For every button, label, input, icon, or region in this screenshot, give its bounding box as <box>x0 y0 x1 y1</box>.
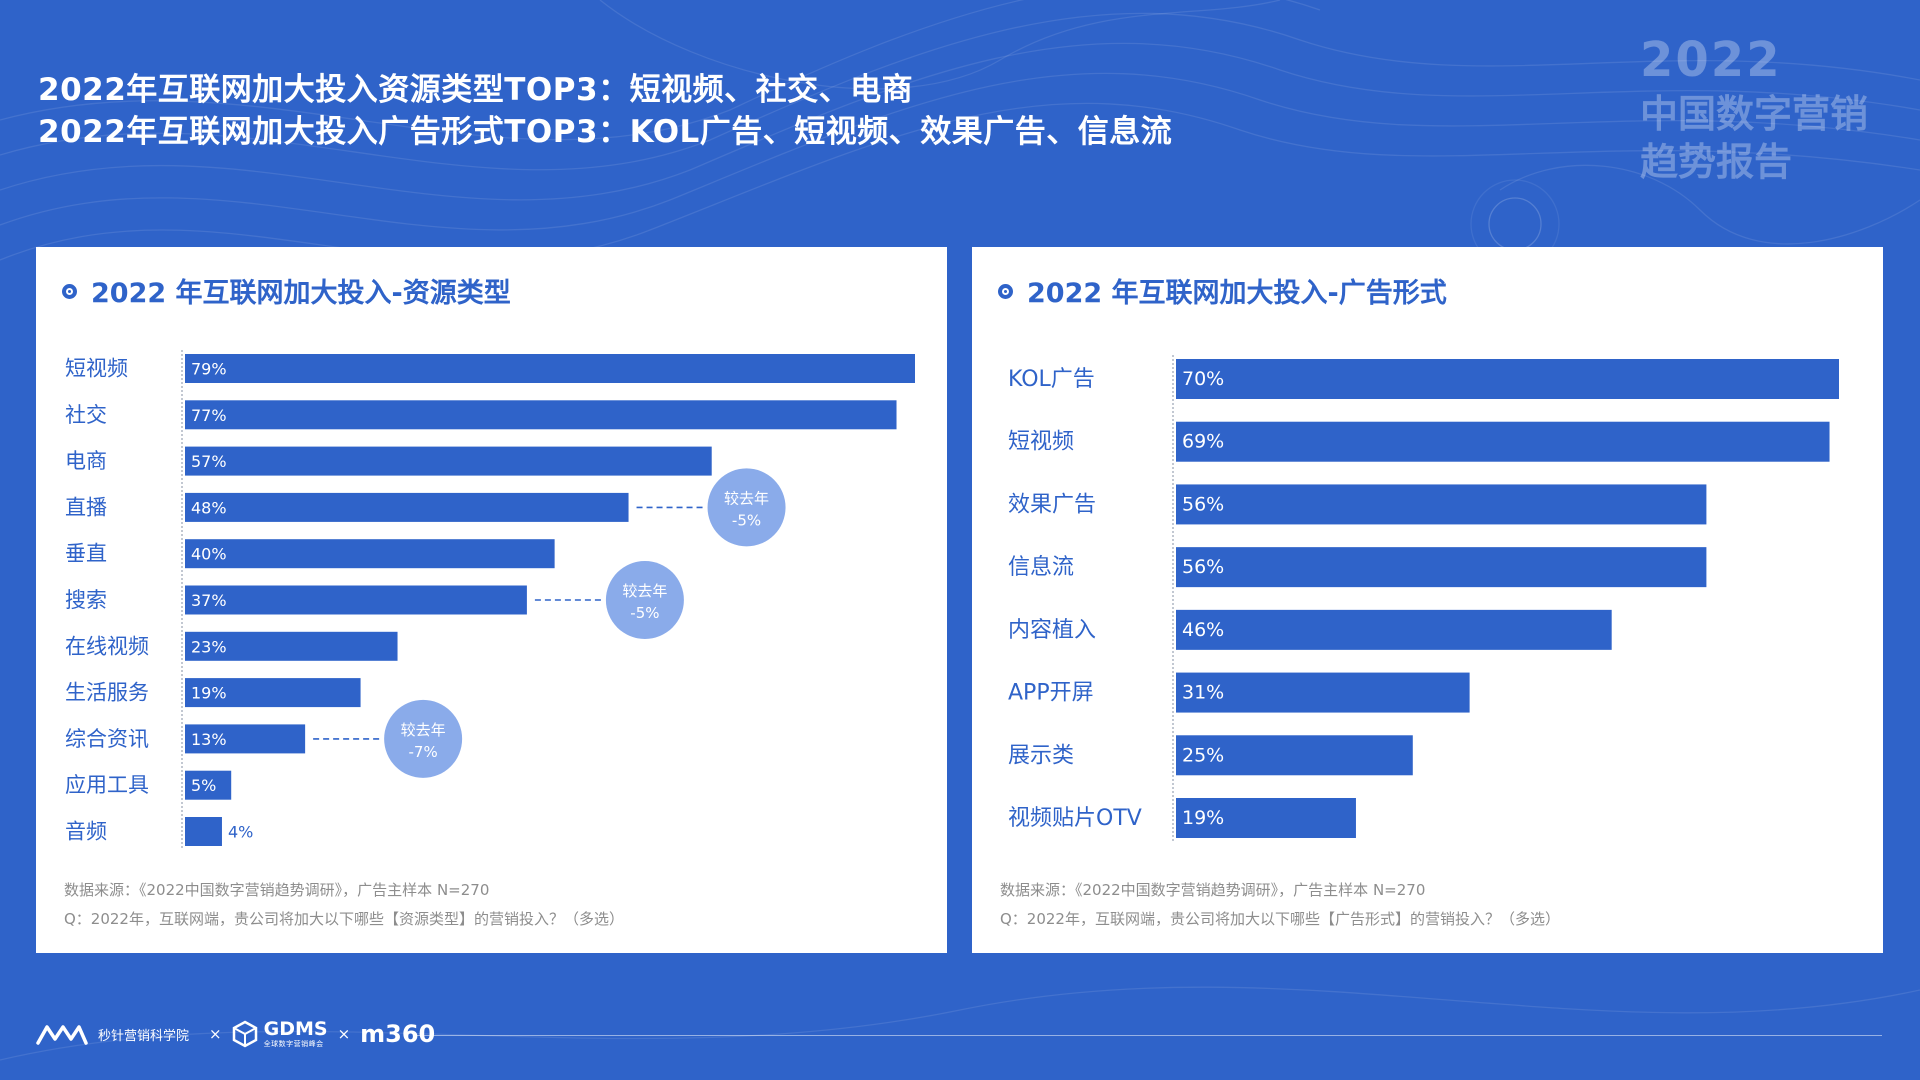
resource-type-value-label: 40% <box>191 545 227 564</box>
ad-format-question-note: Q：2022年，互联网端，贵公司将加大以下哪些【广告形式】的营销投入？（多选） <box>1000 910 1560 928</box>
resource-type-category-label: 垂直 <box>65 542 107 566</box>
resource-type-bar <box>185 724 306 754</box>
footer-separator-1: × <box>209 1025 222 1043</box>
resource-type-value-label: 48% <box>191 498 227 517</box>
ad-format-value-label: 25% <box>1182 744 1224 766</box>
resource-type-question-note: Q：2022年，互联网端，贵公司将加大以下哪些【资源类型】的营销投入？（多选） <box>64 910 624 928</box>
resource-type-bar <box>185 400 897 430</box>
ad-format-category-label: 视频贴片OTV <box>1008 806 1142 831</box>
resource-type-category-label: 电商 <box>65 449 107 473</box>
resource-type-value-label: 19% <box>191 684 227 703</box>
footer-org-2: GDMS <box>263 1017 328 1040</box>
resource-type-category-label: 社交 <box>65 403 107 427</box>
resource-type-annotation-value: -5% <box>732 511 761 529</box>
ad-format-bar-chart: KOL广告 70% 短视频 69% 效果广告 56% 信息流 56% 内容植入 46% APP开屏 3… <box>1008 355 1839 842</box>
resource-type-annotation-value: -7% <box>409 743 438 761</box>
resource-type-annotation-bubble <box>384 699 463 778</box>
report-brand-logo: 2022 中国数字营销 趋势报告 <box>1640 30 1868 186</box>
resource-type-value-label: 4% <box>228 823 253 842</box>
gdms-cube-logo-icon <box>232 1020 257 1048</box>
resource-type-category-label: 搜索 <box>65 588 107 612</box>
ad-format-value-label: 31% <box>1182 682 1224 704</box>
ad-format-source-note: 数据来源：《2022中国数字营销趋势调研》，广告主样本 N=270 <box>1000 881 1426 899</box>
ad-format-bar <box>1176 609 1612 650</box>
ad-format-category-label: APP开屏 <box>1008 681 1094 706</box>
resource-type-bar <box>185 492 629 522</box>
resource-type-bar-chart: 短视频 79% 社交 77% 电商 57% 直播 48% 垂直 40% 搜索 37% 在线视频 23% 生活… <box>65 350 915 850</box>
headline-line-1: 2022年互联网加大投入资源类型TOP3：短视频、社交、电商 <box>38 72 914 108</box>
ad-format-category-label: 效果广告 <box>1008 492 1096 517</box>
brand-line-1: 中国数字营销 <box>1640 92 1869 136</box>
resource-type-category-label: 音频 <box>65 820 107 844</box>
resource-type-annotation-value: -5% <box>630 604 659 622</box>
brand-year: 2022 <box>1640 32 1782 88</box>
resource-type-bar <box>185 678 361 708</box>
resource-type-bar <box>185 446 712 476</box>
ad-format-value-label: 70% <box>1182 368 1224 390</box>
resource-type-bar <box>185 585 527 615</box>
ad-format-chart-title: 2022 年互联网加大投入-广告形式 <box>1027 278 1447 309</box>
ad-format-value-label: 56% <box>1182 493 1224 515</box>
resource-type-bar <box>185 539 555 569</box>
footer-org-2-block: GDMS 全球数字营销峰会 <box>263 1017 328 1049</box>
resource-type-value-label: 77% <box>191 406 227 425</box>
ad-format-category-label: 展示类 <box>1008 743 1074 768</box>
resource-type-bar <box>185 354 915 383</box>
ad-format-bar <box>1176 735 1413 776</box>
resource-type-category-label: 直播 <box>65 495 107 519</box>
ad-format-bar <box>1176 547 1707 588</box>
footer-org-1: 秒针营销科学院 <box>98 1028 190 1044</box>
resource-type-value-label: 5% <box>191 776 216 795</box>
ad-format-category-label: 信息流 <box>1008 555 1074 580</box>
ad-format-category-label: 内容植入 <box>1008 618 1096 643</box>
resource-type-annotation-title: 较去年 <box>724 489 769 507</box>
ad-format-bar <box>1176 798 1356 838</box>
resource-type-value-label: 57% <box>191 452 227 471</box>
resource-type-category-label: 综合资讯 <box>65 727 149 751</box>
resource-type-annotation-title: 较去年 <box>401 721 446 739</box>
resource-type-value-label: 23% <box>191 637 227 656</box>
ad-format-bar <box>1176 484 1707 525</box>
ad-format-bar <box>1176 672 1470 713</box>
resource-type-chart-title: 2022 年互联网加大投入-资源类型 <box>91 278 511 309</box>
ad-format-category-label: 短视频 <box>1008 430 1074 455</box>
ad-format-value-label: 46% <box>1182 619 1224 641</box>
resource-type-category-label: 在线视频 <box>65 634 149 658</box>
ad-format-value-label: 69% <box>1182 431 1224 453</box>
footer-org-3: m360 <box>360 1020 436 1048</box>
footer-separator-2: × <box>337 1025 351 1043</box>
ad-format-panel-title: 2022 年互联网加大投入-广告形式 <box>998 271 1447 310</box>
target-bullet-icon <box>62 284 77 299</box>
ad-format-panel: 2022 年互联网加大投入-广告形式 KOL广告 70% 短视频 69% 效果广告 56%… <box>972 247 1883 953</box>
resource-type-category-label: 短视频 <box>65 357 128 381</box>
target-bullet-icon <box>998 284 1013 299</box>
resource-type-bar <box>185 817 222 846</box>
footer-org-2-sub: 全球数字营销峰会 <box>263 1039 324 1048</box>
footer-divider-line <box>416 1035 1882 1036</box>
ad-format-category-label: KOL广告 <box>1008 367 1095 392</box>
ad-format-value-label: 56% <box>1182 556 1224 578</box>
resource-type-value-label: 13% <box>191 730 227 749</box>
resource-type-category-label: 生活服务 <box>65 681 149 705</box>
ad-format-bar <box>1176 421 1830 462</box>
resource-type-panel: 2022 年互联网加大投入-资源类型 短视频 79% 社交 77% 电商 57% 直播 48%… <box>36 247 947 953</box>
footer-partner-logos: 秒针营销科学院 × GDMS 全球数字营销峰会 × m360 <box>36 1016 449 1052</box>
resource-type-annotation-bubble <box>605 561 684 639</box>
resource-type-source-note: 数据来源：《2022中国数字营销趋势调研》，广告主样本 N=270 <box>64 881 490 899</box>
brand-line-2: 趋势报告 <box>1640 140 1793 184</box>
resource-type-bar <box>185 770 232 800</box>
ad-format-bar <box>1176 359 1839 399</box>
resource-type-annotation-bubble <box>707 468 786 547</box>
resource-type-annotation-title: 较去年 <box>622 582 667 600</box>
resource-type-category-label: 应用工具 <box>65 773 149 797</box>
headline-line-2: 2022年互联网加大投入广告形式TOP3：KOL广告、短视频、效果广告、信息流 <box>38 114 1173 150</box>
ad-format-value-label: 19% <box>1182 807 1224 829</box>
resource-type-value-label: 37% <box>191 591 227 610</box>
resource-type-value-label: 79% <box>191 360 227 379</box>
miaozhen-logo-icon <box>36 1025 88 1045</box>
resource-type-panel-title: 2022 年互联网加大投入-资源类型 <box>62 271 511 310</box>
resource-type-bar <box>185 631 398 661</box>
